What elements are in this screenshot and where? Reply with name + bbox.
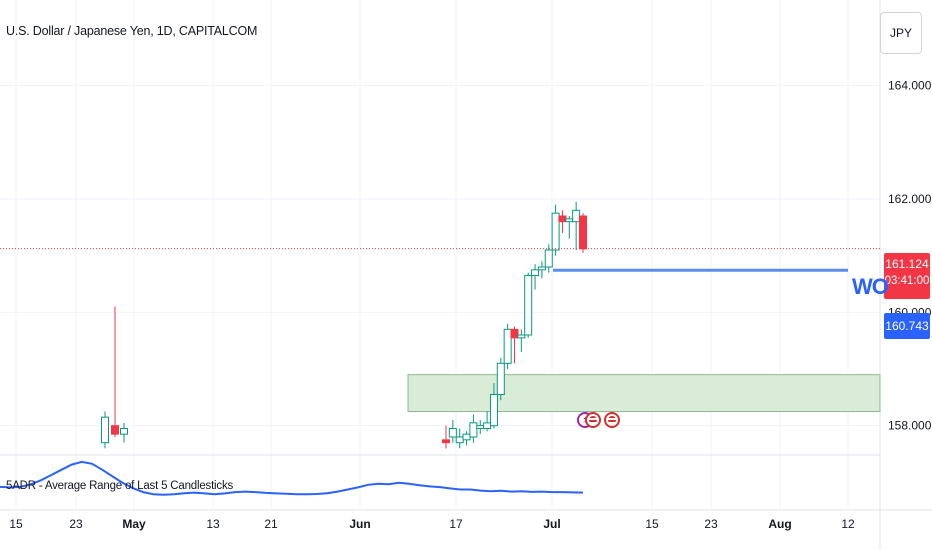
candle	[442, 425, 450, 449]
indicator-label[interactable]: 5ADR - Average Range of Last 5 Candlesti…	[6, 480, 234, 492]
time-tick-label: 12	[841, 517, 855, 531]
candlestick-series	[101, 201, 587, 449]
candle	[469, 414, 478, 443]
currency-button[interactable]: JPY	[880, 12, 922, 54]
candle	[111, 306, 119, 437]
candle	[476, 420, 485, 435]
candle	[489, 383, 498, 429]
time-tick-label: 15	[9, 517, 23, 531]
wo-annotation[interactable]: WO	[852, 274, 889, 299]
candle	[565, 216, 574, 239]
candle	[101, 411, 109, 449]
candle	[537, 261, 546, 279]
candle	[503, 323, 512, 369]
candle	[455, 428, 464, 449]
current-price-tag: 161.124 03:41:00	[884, 253, 930, 299]
candle	[510, 326, 519, 364]
time-tick-label: 21	[264, 517, 278, 531]
us-flag-event-icon[interactable]	[585, 412, 601, 428]
candle	[558, 210, 567, 233]
time-tick-label: 13	[206, 517, 220, 531]
time-tick-label: 23	[704, 517, 718, 531]
candle	[544, 244, 553, 273]
candle	[531, 264, 540, 290]
price-tick-label: 162.000	[888, 192, 932, 206]
time-tick-label: 17	[449, 517, 463, 531]
price-tick-label: 164.000	[888, 79, 932, 93]
bar-countdown: 03:41:00	[884, 275, 930, 287]
demand-zone[interactable]	[407, 374, 881, 412]
time-axis-labels: 15 23 May 13 21 Jun 17 Jul 15 23 Aug 12	[9, 517, 855, 531]
us-flag-event-icon[interactable]	[604, 412, 620, 428]
time-tick-label: 23	[69, 517, 83, 531]
candle	[120, 422, 128, 443]
candle	[462, 431, 471, 446]
candle	[448, 420, 457, 443]
price-tick-label: 158.000	[888, 419, 932, 433]
candle	[496, 357, 505, 401]
current-price-value: 161.124	[885, 257, 929, 271]
time-tick-label: Aug	[768, 517, 791, 531]
candle	[517, 329, 526, 352]
indicator-line	[0, 460, 584, 496]
candle	[483, 411, 492, 432]
time-tick-label: 15	[645, 517, 659, 531]
candle	[572, 201, 581, 250]
candle	[551, 204, 560, 256]
level-price-tag: 160.743	[884, 313, 930, 339]
chart-title: U.S. Dollar / Japanese Yen, 1D, CAPITALC…	[6, 24, 258, 38]
time-tick-label: Jul	[543, 517, 560, 531]
candle	[579, 213, 587, 253]
time-tick-label: May	[122, 517, 146, 531]
time-tick-label: Jun	[349, 517, 370, 531]
candle	[524, 272, 533, 338]
